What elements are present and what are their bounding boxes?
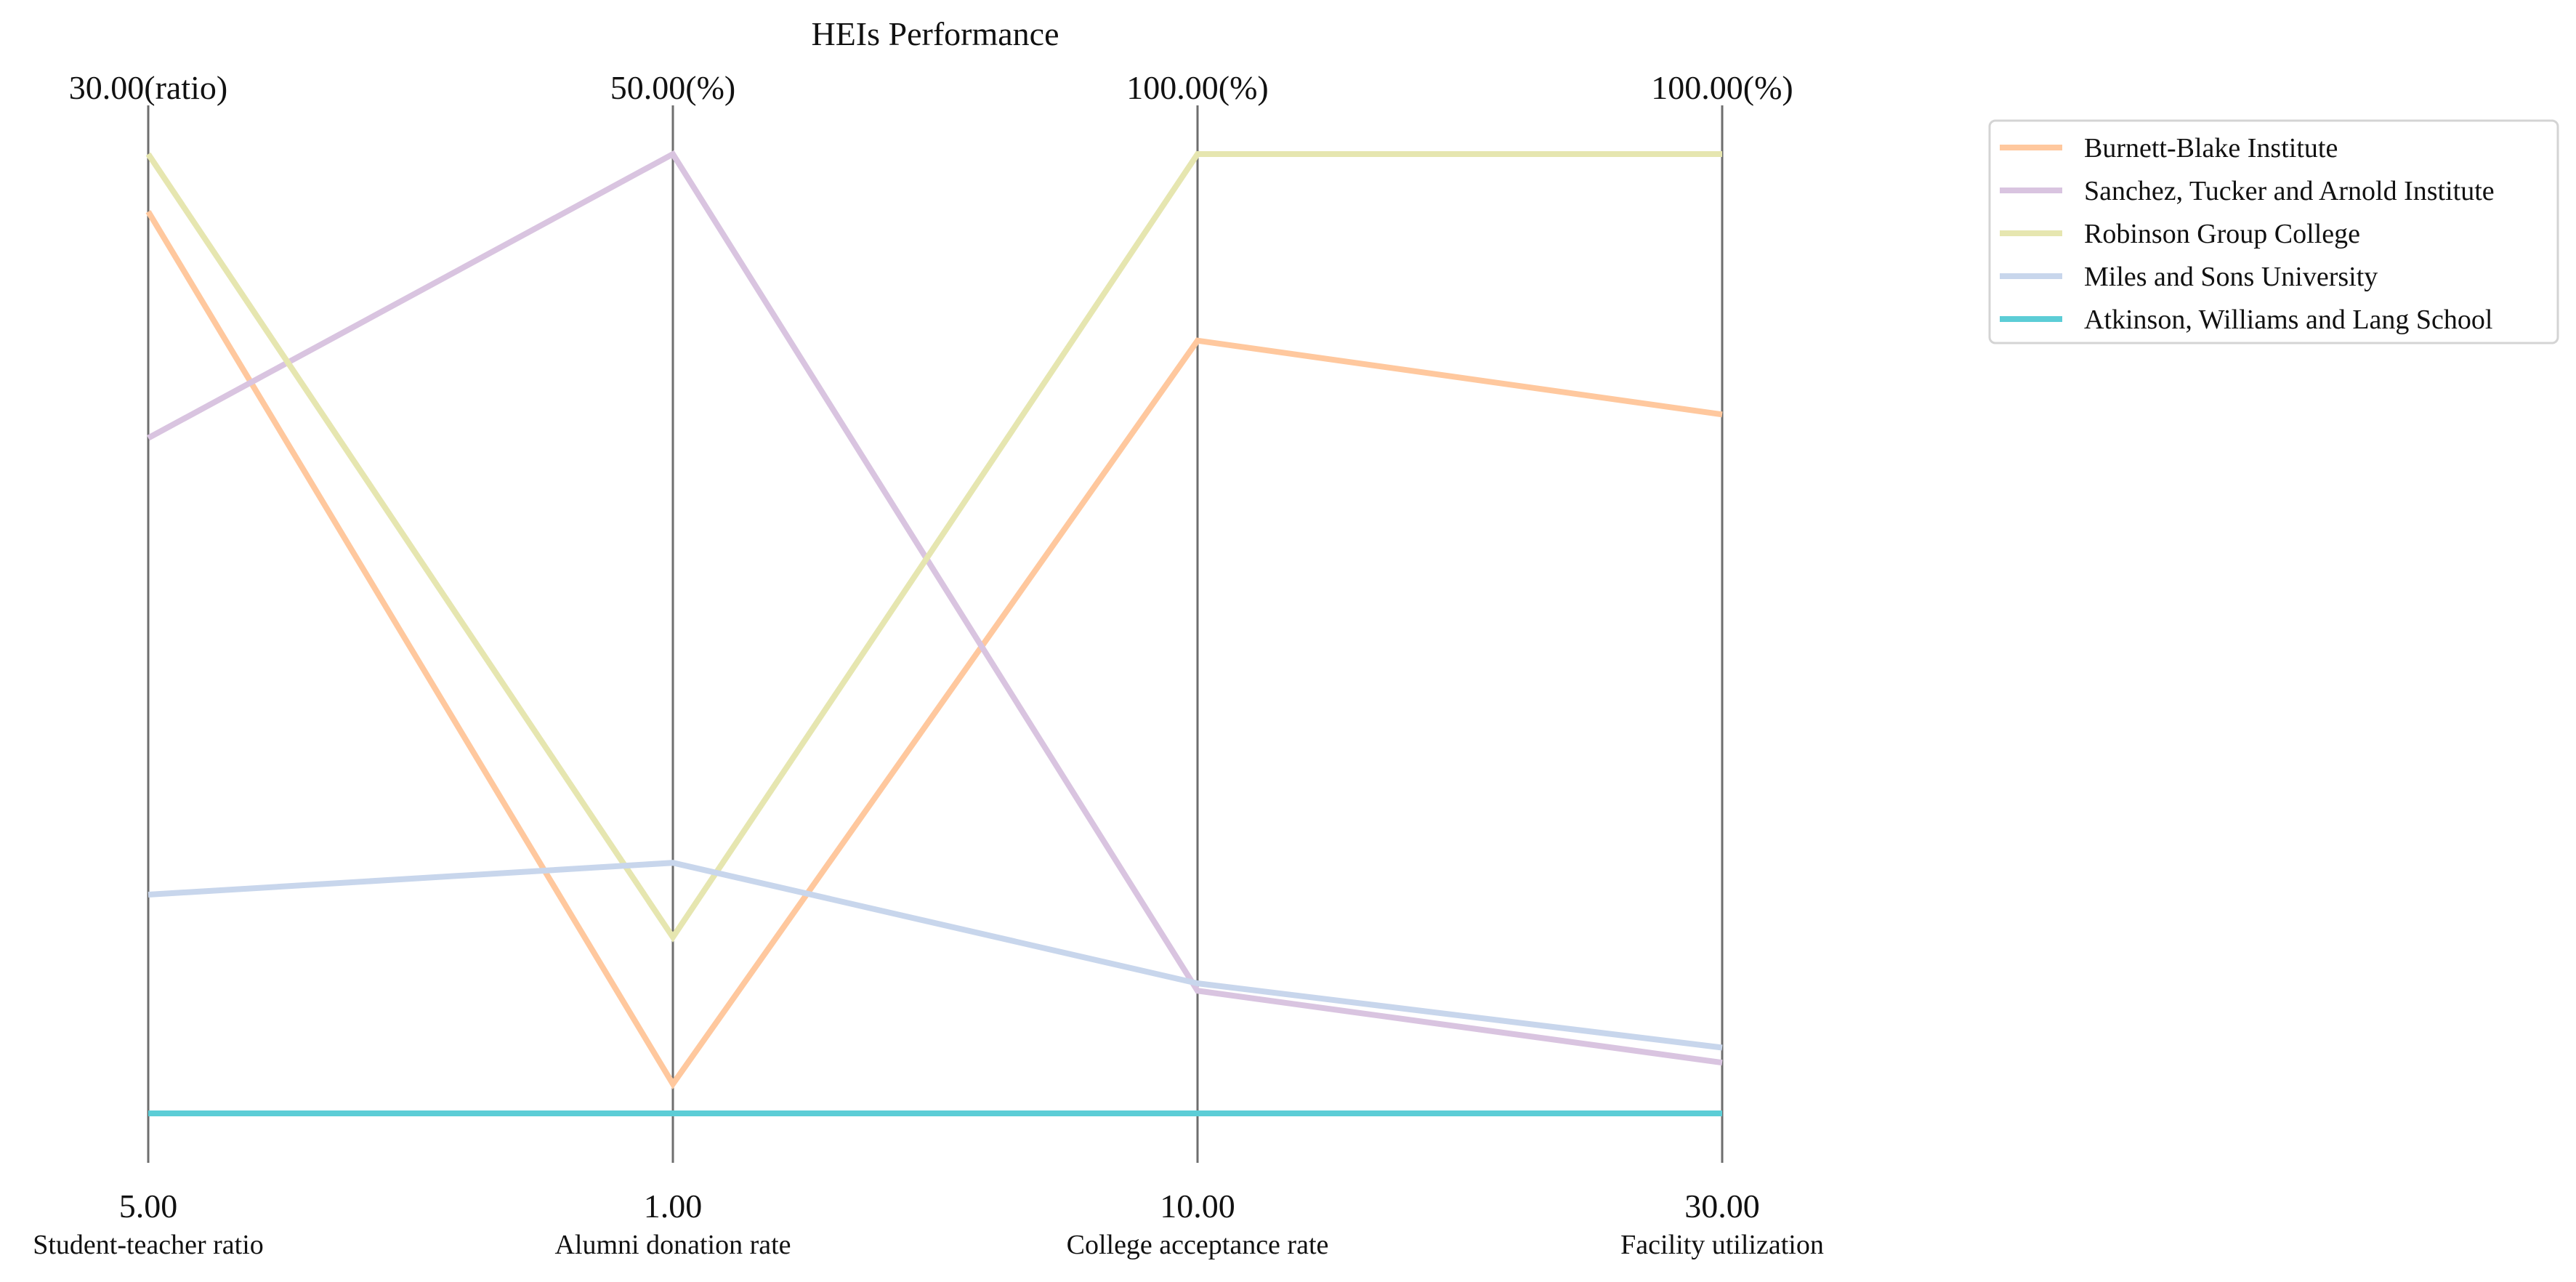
- axis-name: Facility utilization: [1620, 1230, 1824, 1260]
- axes: 30.00(ratio) 5.00 Student-teacher ratio 50.…: [33, 69, 1824, 1260]
- axis-min-label: 5.00: [119, 1188, 178, 1225]
- axis-name: Alumni donation rate: [554, 1230, 791, 1260]
- axis-max-label: 100.00(%): [1651, 69, 1793, 106]
- legend: Burnett-Blake Institute Sanchez, Tucker a…: [1988, 119, 2559, 344]
- chart-title: HEIs Performance: [811, 15, 1059, 52]
- series-line: [147, 150, 1723, 1066]
- axis-max-label: 100.00(%): [1126, 69, 1268, 106]
- legend-label: Miles and Sons University: [2084, 262, 2378, 292]
- series-line: [145, 151, 1722, 943]
- axis-name: Student-teacher ratio: [33, 1230, 264, 1260]
- series-line: [148, 860, 1723, 1051]
- legend-items: Burnett-Blake Institute Sanchez, Tucker a…: [2000, 133, 2495, 335]
- axis-min-label: 10.00: [1160, 1188, 1235, 1225]
- axis-min-label: 1.00: [644, 1188, 703, 1225]
- legend-label: Robinson Group College: [2084, 219, 2360, 249]
- legend-frame: [1988, 119, 2559, 344]
- series-lines: [145, 150, 1723, 1116]
- axis-max-label: 30.00(ratio): [69, 69, 227, 106]
- axis-name: College acceptance rate: [1067, 1230, 1329, 1260]
- axis-max-label: 50.00(%): [610, 69, 735, 106]
- legend-label: Atkinson, Williams and Lang School: [2084, 305, 2492, 335]
- legend-label: Sanchez, Tucker and Arnold Institute: [2084, 176, 2495, 206]
- axis-min-label: 30.00: [1684, 1188, 1760, 1225]
- series-line: [145, 210, 1723, 1089]
- legend-label: Burnett-Blake Institute: [2084, 133, 2338, 164]
